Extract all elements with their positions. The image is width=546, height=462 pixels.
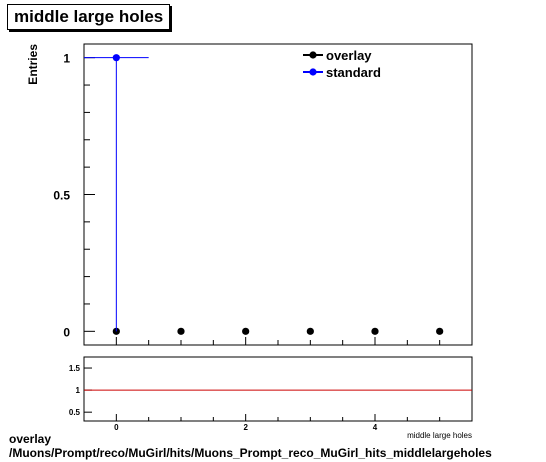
ratio-x-tick-label: 4 (373, 423, 378, 432)
ratio-y-tick-label: 1.5 (69, 364, 81, 373)
x-axis-label: middle large holes (407, 431, 472, 440)
legend-overlay-label: overlay (326, 48, 372, 63)
legend-overlay-marker (309, 51, 317, 59)
legend-standard-marker (309, 68, 317, 76)
y-tick-label: 0 (63, 325, 70, 339)
overlay-point (371, 327, 379, 335)
y-tick-label: 1 (63, 52, 70, 66)
ratio-y-tick-label: 1 (76, 386, 81, 395)
ratio-y-tick-label: 0.5 (69, 408, 81, 417)
ratio-x-tick-label: 2 (243, 423, 248, 432)
overlay-point (306, 327, 314, 335)
legend-standard-label: standard (326, 65, 381, 80)
y-tick-label: 0.5 (53, 189, 70, 203)
main-plot-frame (83, 43, 473, 346)
ratio-plot-frame (83, 356, 473, 422)
chart-title: middle large holes (7, 4, 171, 30)
y-axis-label: Entries (26, 44, 40, 85)
footer-line-2: /Muons/Prompt/reco/MuGirl/hits/Muons_Pro… (9, 446, 492, 460)
overlay-point (436, 327, 444, 335)
footer-line-1: overlay (9, 432, 52, 446)
overlay-point (177, 327, 185, 335)
overlay-point (242, 327, 250, 335)
main-plot: 0 0.5 1 Entries overlay standard (26, 43, 473, 346)
ratio-x-tick-label: 0 (114, 423, 119, 432)
standard-point (112, 54, 120, 62)
ratio-plot: 0.5 1 1.5 0 2 4 middle large holes (69, 356, 473, 440)
